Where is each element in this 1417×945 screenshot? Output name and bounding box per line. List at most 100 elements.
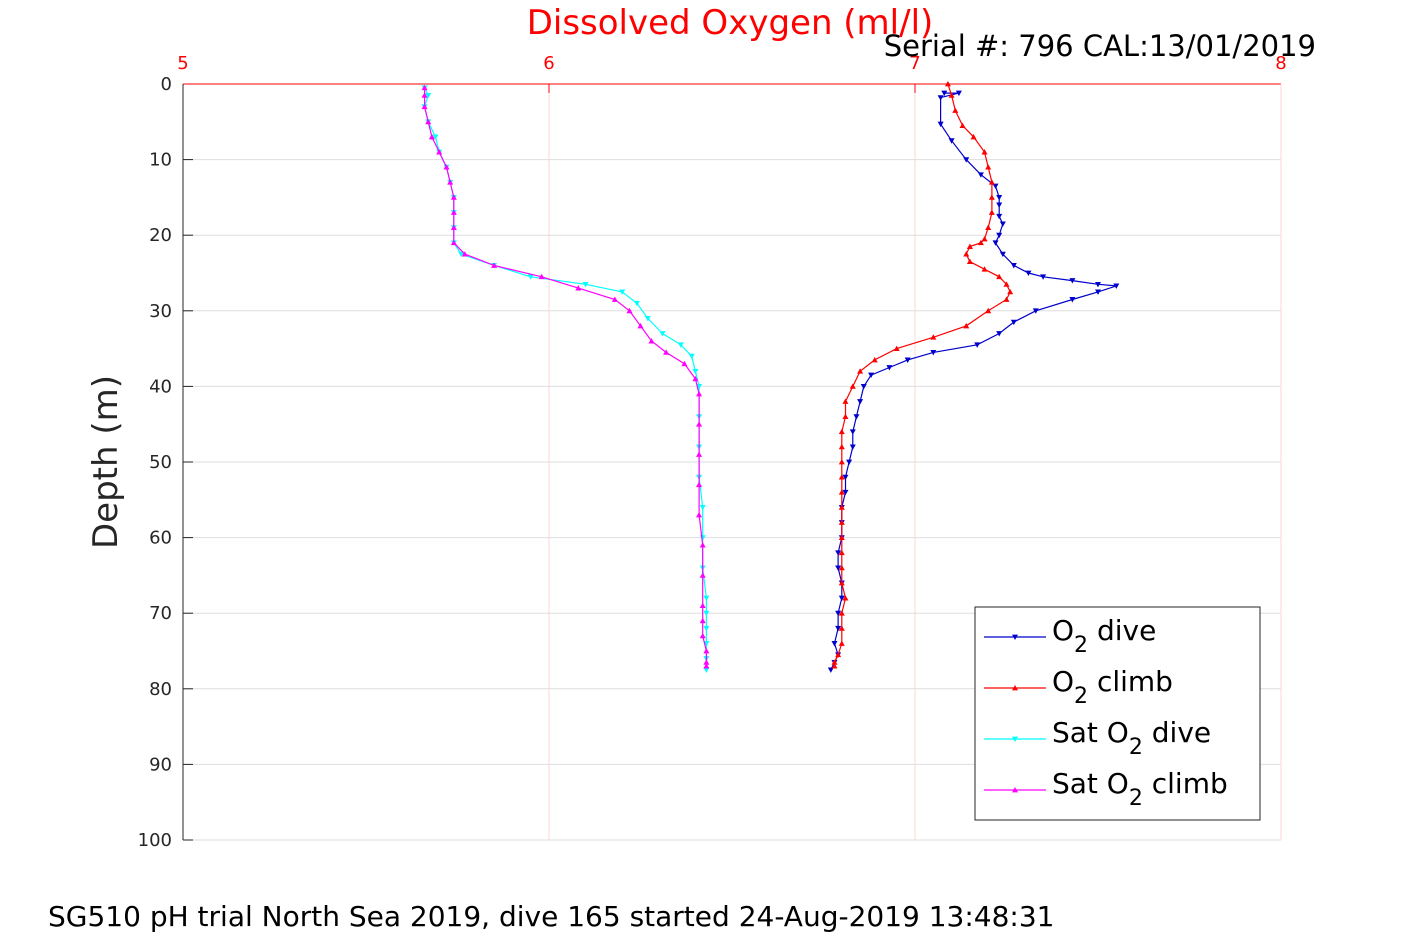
data-point [696,421,703,427]
data-point [659,331,666,337]
legend-marker [1012,787,1018,793]
data-point [527,274,534,280]
x-tick-label: 8 [1275,53,1286,74]
data-point [1095,281,1101,288]
data-point [996,195,1003,201]
data-point [857,368,864,374]
data-point [637,322,644,329]
data-point [838,474,845,480]
data-point [838,534,845,540]
data-point [1003,296,1010,302]
data-point [582,281,589,288]
y-tick-label: 0 [161,74,172,95]
data-point [966,243,973,249]
data-point [981,235,988,242]
data-point [849,429,856,435]
legend-marker [1012,736,1018,742]
series-layer [421,81,1120,673]
data-point [996,331,1003,337]
legend-entry: O2 climb [984,665,1173,709]
data-point [963,157,970,163]
data-point [977,239,984,246]
legend-label-suffix: climb [1143,767,1228,800]
data-point [835,550,842,556]
data-point [1025,270,1032,276]
data-point [421,84,428,91]
chart-title: Dissolved Oxygen (ml/l) [527,3,934,43]
data-point [988,194,995,200]
data-point [996,202,1003,208]
data-point [1069,297,1076,303]
chart-footer: SG510 pH trial North Sea 2019, dive 165 … [48,900,1055,933]
data-point [842,413,849,420]
data-point [842,474,849,481]
data-point [963,322,970,329]
data-point [421,103,428,110]
legend-marker [1012,634,1018,640]
legend-entry: O2 dive [984,614,1156,658]
data-point [981,266,988,272]
data-point [696,390,703,397]
data-point [985,307,992,314]
legend-label-subscript: 2 [1129,735,1143,760]
data-point [853,414,860,420]
data-point [977,172,984,178]
data-point [1010,263,1017,269]
data-point [838,640,845,646]
data-point [450,194,457,200]
data-point [952,107,959,113]
legend-label: Sat O2 dive [1052,716,1211,760]
data-point [703,595,710,602]
data-point [447,179,454,185]
data-point [838,595,845,602]
legend-label-subscript: 2 [1074,684,1088,709]
data-point [838,504,845,510]
data-point [692,368,699,375]
data-point [838,579,845,586]
series-line [830,92,1117,671]
data-point [1003,281,1010,287]
y-tick-label: 80 [149,679,172,700]
data-point [421,92,428,98]
data-point [988,179,995,185]
data-point [838,519,845,525]
y-tick-label: 70 [149,603,172,624]
data-point [443,164,450,170]
data-point [838,443,845,450]
data-point [619,289,626,295]
data-point [633,300,640,307]
data-point [703,625,710,632]
data-point [937,95,944,101]
data-point [970,133,977,140]
data-point [450,224,457,231]
y-tick-label: 40 [149,376,172,397]
data-point [996,232,1003,239]
legend-label: Sat O2 climb [1052,767,1228,811]
x-tick-label: 7 [909,53,920,74]
data-point [838,625,845,631]
data-point [696,451,703,457]
legend-label-main: Sat O [1052,716,1129,749]
legend-entry: Sat O2 dive [984,716,1211,760]
data-point [948,138,955,144]
data-point [849,444,856,450]
data-point [930,349,937,356]
data-point [842,398,849,404]
data-point [663,349,670,355]
data-point [432,134,439,140]
y-tick-label: 100 [138,830,172,851]
series-line [424,87,708,667]
data-point [458,251,465,258]
legend-label-subscript: 2 [1074,633,1088,658]
data-point [988,209,995,215]
series-o2-dive [827,90,1120,673]
data-point [838,459,845,465]
legend-marker [1012,685,1018,691]
grid-lines [182,83,1282,841]
data-point [688,353,695,360]
data-point [871,356,878,363]
data-point [827,667,834,673]
data-point [963,251,970,257]
